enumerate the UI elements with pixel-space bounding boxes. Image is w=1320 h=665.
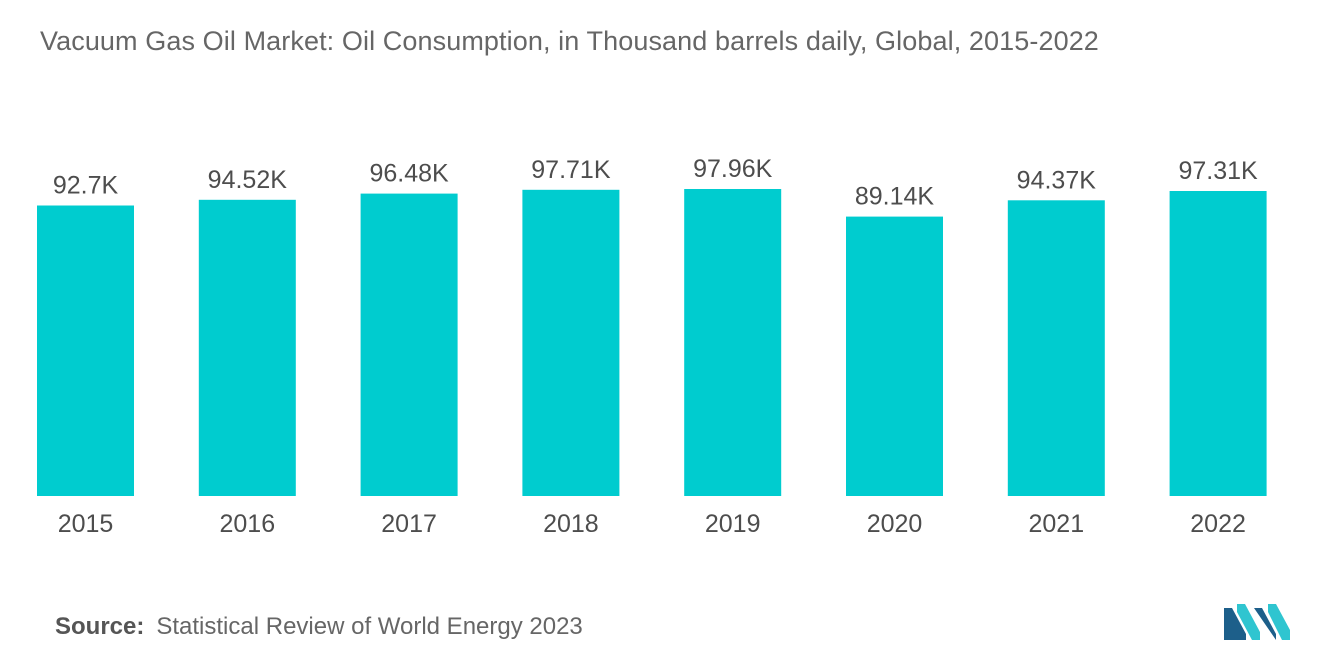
x-tick-2019: 2019 [705, 510, 761, 538]
value-label-2016: 94.52K [208, 166, 288, 194]
x-tick-2017: 2017 [381, 510, 437, 538]
value-label-2022: 97.31K [1178, 157, 1258, 185]
x-axis-ticks: 2015 2016 2017 2018 2019 2020 2021 2022 [58, 510, 1246, 538]
bar-2018 [522, 189, 620, 497]
x-tick-2022: 2022 [1190, 510, 1246, 538]
source-note: Source: Statistical Review of World Energ… [55, 613, 583, 641]
bar-2020 [846, 216, 943, 496]
value-label-2020: 89.14K [855, 183, 935, 211]
bar-2015 [37, 205, 134, 496]
chart-title: Vacuum Gas Oil Market: Oil Consumption, … [40, 26, 1099, 56]
bar-2022 [1169, 191, 1267, 496]
bar-2016 [198, 199, 296, 497]
value-label-2021: 94.37K [1017, 166, 1097, 194]
value-label-2017: 96.48K [369, 160, 449, 188]
x-tick-2015: 2015 [58, 510, 114, 538]
bar-2021 [1007, 200, 1105, 497]
value-label-2019: 97.96K [693, 155, 773, 183]
value-labels-group: 92.7K 94.52K 96.48K 97.71K 97.96K 89.14K 94.37… [53, 155, 1258, 211]
source-text: Statistical Review of World Energy 2023 [156, 613, 583, 640]
bars-group [37, 189, 1267, 497]
bar-2017 [360, 193, 458, 496]
source-label: Source: [55, 613, 145, 640]
x-tick-2018: 2018 [543, 510, 599, 538]
x-tick-2021: 2021 [1028, 510, 1084, 538]
x-tick-2016: 2016 [219, 510, 275, 538]
bar-2019 [684, 189, 782, 496]
mordor-logo-icon [1224, 604, 1290, 640]
value-label-2018: 97.71K [531, 156, 611, 184]
value-label-2015: 92.7K [53, 172, 119, 200]
x-tick-2020: 2020 [867, 510, 923, 538]
bar-chart: 92.7K 94.52K 96.48K 97.71K 97.96K 89.14K 94.37… [37, 155, 1267, 538]
